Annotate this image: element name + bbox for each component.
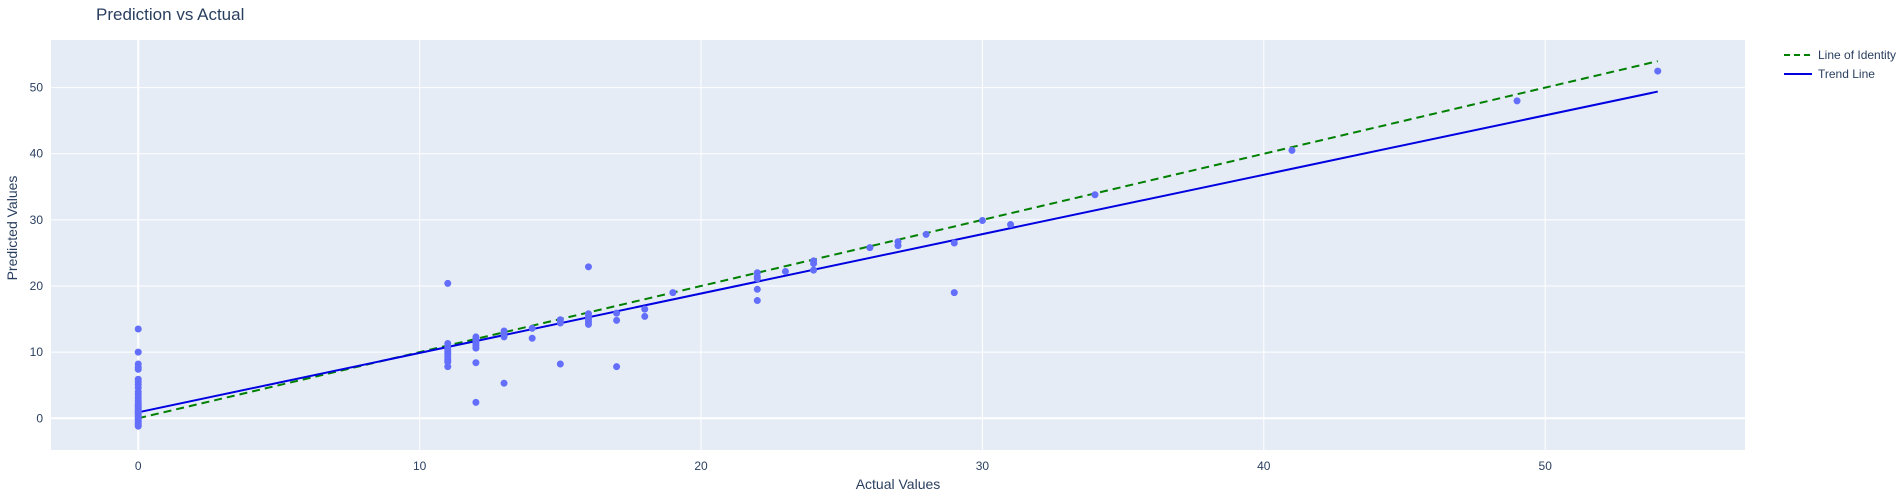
data-point[interactable]	[669, 289, 677, 297]
data-point[interactable]	[978, 217, 986, 225]
data-point[interactable]	[500, 333, 508, 341]
data-point[interactable]	[472, 344, 480, 352]
data-point[interactable]	[134, 365, 142, 373]
x-tick-label: 50	[1539, 459, 1553, 473]
x-tick-label: 0	[135, 459, 142, 473]
legend-item-trend[interactable]: Trend Line	[1784, 67, 1875, 81]
x-axis-title: Actual Values	[856, 476, 941, 492]
y-tick-label: 50	[30, 81, 44, 95]
data-point[interactable]	[753, 297, 761, 305]
data-point[interactable]	[472, 359, 480, 367]
y-tick-label: 30	[30, 213, 44, 227]
x-tick-label: 10	[413, 459, 427, 473]
tick-labels: 0 10 20 30 40 50 0 10 20 30 40 50	[30, 81, 1553, 473]
data-point[interactable]	[134, 422, 142, 430]
data-point[interactable]	[753, 285, 761, 293]
data-point[interactable]	[894, 242, 902, 250]
legend-item-identity[interactable]: Line of Identity	[1784, 48, 1896, 62]
data-point[interactable]	[556, 360, 564, 368]
data-point[interactable]	[950, 289, 958, 297]
data-point[interactable]	[613, 363, 621, 371]
y-tick-label: 10	[30, 345, 44, 359]
data-point[interactable]	[613, 309, 621, 317]
legend[interactable]: Line of Identity Trend Line	[1784, 48, 1896, 81]
data-point[interactable]	[444, 363, 452, 371]
data-points	[134, 67, 1662, 430]
data-point[interactable]	[1091, 191, 1099, 199]
data-point[interactable]	[781, 267, 789, 275]
data-point[interactable]	[528, 334, 536, 342]
legend-trend-label: Trend Line	[1818, 67, 1875, 81]
data-point[interactable]	[922, 230, 930, 238]
y-tick-label: 0	[36, 411, 43, 425]
data-point[interactable]	[641, 305, 649, 313]
data-point[interactable]	[866, 244, 874, 252]
data-point[interactable]	[134, 325, 142, 333]
data-point[interactable]	[810, 266, 818, 274]
y-tick-label: 20	[30, 279, 44, 293]
trend-line	[138, 90, 1658, 414]
data-point[interactable]	[556, 319, 564, 327]
data-point[interactable]	[641, 312, 649, 320]
y-tick-label: 40	[30, 147, 44, 161]
data-point[interactable]	[1288, 146, 1296, 154]
data-point[interactable]	[584, 320, 592, 328]
data-point[interactable]	[134, 348, 142, 356]
data-point[interactable]	[1654, 67, 1662, 75]
data-point[interactable]	[810, 260, 818, 268]
x-tick-label: 30	[976, 459, 990, 473]
grid-lines	[51, 40, 1745, 450]
data-point[interactable]	[134, 408, 142, 416]
data-point[interactable]	[472, 398, 480, 406]
legend-identity-label: Line of Identity	[1818, 48, 1896, 62]
data-point[interactable]	[950, 239, 958, 247]
data-point[interactable]	[444, 279, 452, 287]
data-point[interactable]	[613, 316, 621, 324]
chart-title: Prediction vs Actual	[96, 5, 244, 24]
y-axis-title: Predicted Values	[4, 176, 20, 281]
x-tick-label: 40	[1257, 459, 1271, 473]
data-point[interactable]	[500, 379, 508, 387]
data-point[interactable]	[1007, 221, 1015, 228]
data-point[interactable]	[584, 263, 592, 271]
data-point[interactable]	[1513, 97, 1521, 105]
data-point[interactable]	[134, 401, 142, 409]
data-point[interactable]	[528, 324, 536, 332]
data-point[interactable]	[753, 275, 761, 283]
x-tick-label: 20	[694, 459, 708, 473]
